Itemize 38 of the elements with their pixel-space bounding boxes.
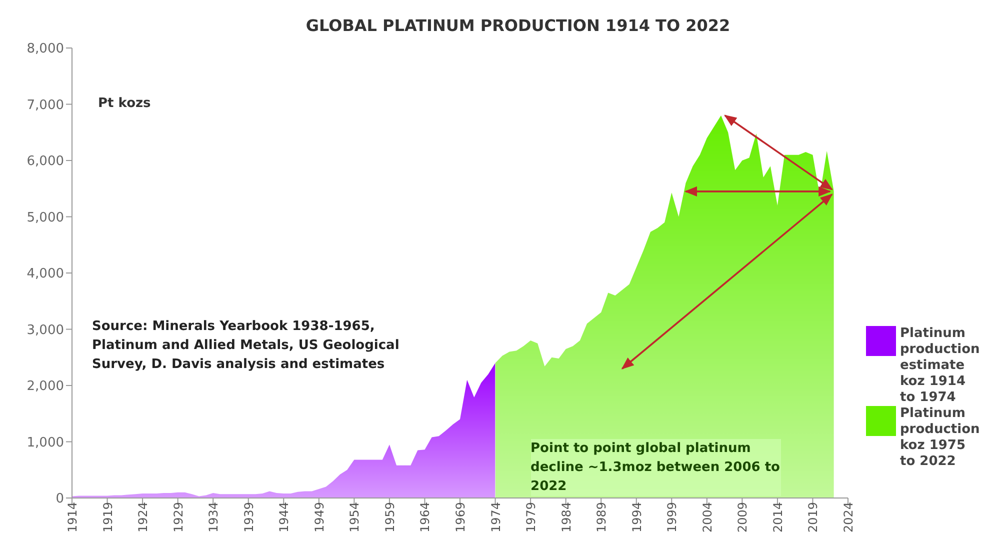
legend-label: Platinum production estimate koz 1914 to 1974 xyxy=(900,326,981,406)
annotation: Point to point global platinum decline ~1.3moz between 2006 to 2022 xyxy=(530,438,781,496)
x-tick-label: 2019 xyxy=(806,502,820,533)
y-tick-label: 5,000 xyxy=(26,210,64,226)
x-tick-label: 1959 xyxy=(382,502,397,533)
x-tick-label: 1939 xyxy=(242,502,256,533)
x-tick-label: 1934 xyxy=(206,502,221,533)
legend-label: Platinum production koz 1975 to 2022 xyxy=(900,406,981,470)
x-tick-label: 1974 xyxy=(488,502,503,533)
x-tick-label: 1954 xyxy=(348,502,362,533)
y-tick-label: 4,000 xyxy=(26,266,64,282)
x-tick-label: 1984 xyxy=(559,502,574,533)
annotation: Source: Minerals Yearbook 1938-1965, Platinum and Allied Metals, US Geological Survey, D. Davis analysis and estimates xyxy=(92,318,400,374)
y-tick-label: 8,000 xyxy=(26,42,64,57)
y-tick-label: 0 xyxy=(56,492,64,507)
x-tick-label: 1919 xyxy=(100,502,115,533)
x-tick-label: 1944 xyxy=(277,502,292,533)
x-tick-label: 1914 xyxy=(66,502,80,533)
x-tick-label: 1979 xyxy=(524,502,538,533)
x-tick-label: 1994 xyxy=(630,502,644,533)
y-tick-label: 1,000 xyxy=(26,435,64,450)
x-tick-label: 2004 xyxy=(700,502,714,533)
x-tick-label: 1929 xyxy=(171,502,186,533)
y-tick-label: 2,000 xyxy=(26,379,64,394)
x-tick-label: 1989 xyxy=(594,502,609,533)
y-tick-label: 3,000 xyxy=(26,322,64,338)
y-tick-label: 7,000 xyxy=(26,98,64,113)
x-tick-label: 2024 xyxy=(842,502,856,533)
x-tick-label: 1949 xyxy=(312,502,326,533)
y-axis-title: Pt kozs xyxy=(98,96,151,112)
chart-title: GLOBAL PLATINUM PRODUCTION 1914 TO 2022 xyxy=(304,16,732,35)
x-tick-label: 1924 xyxy=(136,502,150,533)
x-tick-label: 2014 xyxy=(770,502,785,533)
x-tick-label: 1999 xyxy=(665,502,680,533)
y-tick-label: 6,000 xyxy=(26,154,64,170)
x-tick-label: 2009 xyxy=(736,502,750,533)
x-tick-label: 1964 xyxy=(418,502,432,533)
x-tick-label: 1969 xyxy=(454,502,468,533)
